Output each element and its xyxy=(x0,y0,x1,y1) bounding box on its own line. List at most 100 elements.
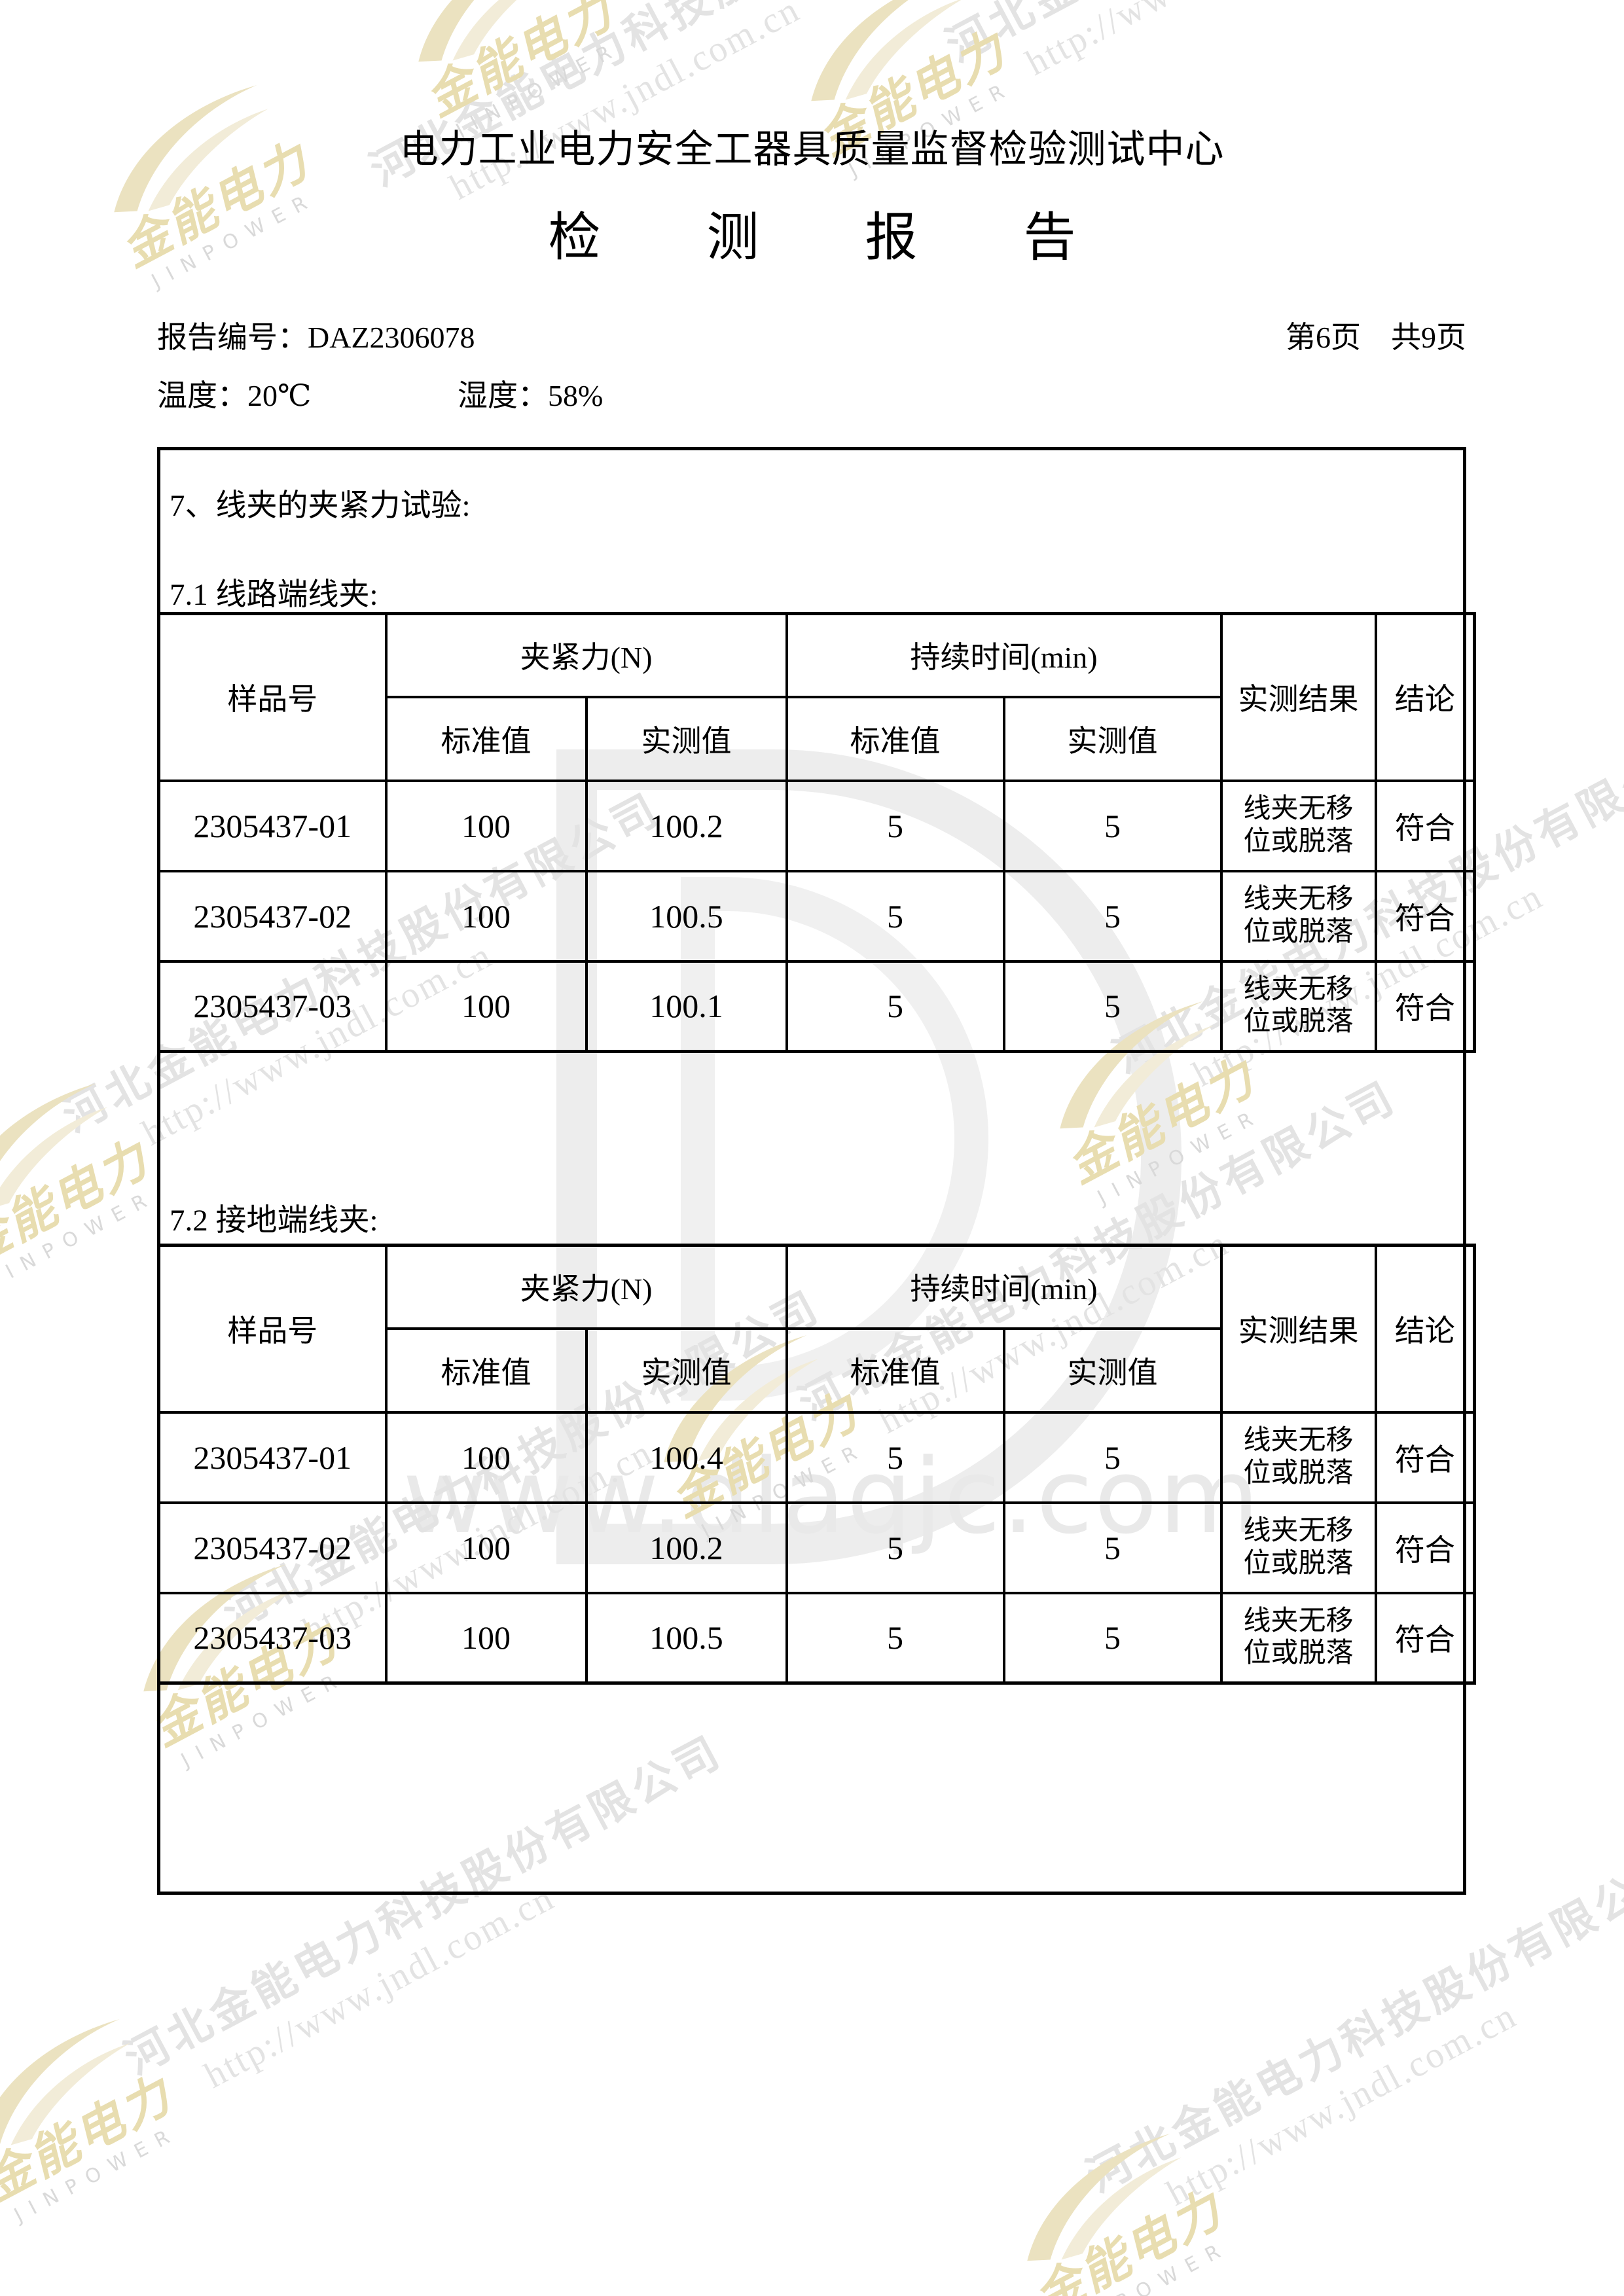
report-title: 检测报告 xyxy=(548,209,1182,267)
col-header-std: 标准值 xyxy=(785,1327,1005,1414)
swoosh-icon xyxy=(0,1083,108,1211)
org-title: 电力工业电力安全工器具质量监督检验测试中心 xyxy=(399,128,1225,171)
report-meta-row: 报告编号：DAZ2306078 第6页 共9页 xyxy=(157,321,1466,355)
table-row: 2305437-02 100 100.5 5 5 线夹无移位或脱落 符合 xyxy=(157,869,1476,963)
temperature: 温度：20℃ xyxy=(157,379,311,412)
duration-std-cell: 5 xyxy=(785,779,1005,872)
swoosh-icon xyxy=(1060,1001,1214,1129)
duration-std-cell: 5 xyxy=(785,1591,1005,1685)
humidity: 湿度：58% xyxy=(458,379,603,412)
duration-std-cell: 5 xyxy=(785,960,1005,1053)
swoosh-icon xyxy=(811,0,965,101)
force-measured-cell: 100.5 xyxy=(585,1591,788,1685)
col-header-conclusion: 结论 xyxy=(1374,612,1476,782)
jinpower-logo-watermark: 金能电力 JINPOWER xyxy=(0,1999,194,2233)
duration-measured-cell: 5 xyxy=(1002,779,1223,872)
sample-cell: 2305437-03 xyxy=(157,960,388,1053)
force-std-cell: 100 xyxy=(384,779,588,872)
force-measured-cell: 100.5 xyxy=(585,869,788,963)
table-row: 2305437-03 100 100.1 5 5 线夹无移位或脱落 符合 xyxy=(157,960,1476,1053)
duration-std-cell: 5 xyxy=(785,1410,1005,1504)
swoosh-icon xyxy=(114,84,268,213)
duration-measured-cell: 5 xyxy=(1002,1501,1223,1594)
force-std-cell: 100 xyxy=(384,1410,588,1504)
conclusion-cell: 符合 xyxy=(1374,869,1476,963)
temperature-value: 20℃ xyxy=(247,379,312,412)
table-row: 2305437-02 100 100.2 5 5 线夹无移位或脱落 符合 xyxy=(157,1501,1476,1594)
col-header-duration: 持续时间(min) xyxy=(785,1244,1223,1330)
col-header-std: 标准值 xyxy=(785,695,1005,782)
table-row: 2305437-01 100 100.4 5 5 线夹无移位或脱落 符合 xyxy=(157,1410,1476,1504)
col-header-sample: 样品号 xyxy=(157,1244,388,1414)
col-header-conclusion: 结论 xyxy=(1374,1244,1476,1414)
line-end-clamp-table: 样品号 夹紧力(N) 持续时间(min) 实测结果 结论 标准值 实测值 标准值… xyxy=(157,612,1477,1053)
force-std-cell: 100 xyxy=(384,1591,588,1685)
duration-measured-cell: 5 xyxy=(1002,1591,1223,1685)
temperature-label: 温度： xyxy=(157,379,247,412)
conclusion-cell: 符合 xyxy=(1374,960,1476,1053)
report-number-value: DAZ2306078 xyxy=(308,321,475,354)
duration-measured-cell: 5 xyxy=(1002,960,1223,1053)
col-header-result: 实测结果 xyxy=(1219,612,1377,782)
duration-std-cell: 5 xyxy=(785,869,1005,963)
force-std-cell: 100 xyxy=(384,960,588,1053)
duration-measured-cell: 5 xyxy=(1002,869,1223,963)
table-row: 2305437-01 100 100.2 5 5 线夹无移位或脱落 符合 xyxy=(157,779,1476,872)
sample-cell: 2305437-03 xyxy=(157,1591,388,1685)
conditions-row: 温度：20℃ 湿度：58% xyxy=(157,379,1466,413)
report-number: 报告编号：DAZ2306078 xyxy=(157,321,475,355)
jinpower-logo-watermark: 金能电力 JINPOWER xyxy=(988,2113,1244,2296)
section-7-title: 7、线夹的夹紧力试验: xyxy=(170,489,471,523)
result-cell: 线夹无移位或脱落 xyxy=(1219,869,1377,963)
swoosh-icon xyxy=(0,2018,131,2147)
col-header-duration: 持续时间(min) xyxy=(785,612,1223,698)
section-7-2-title: 7.2 接地端线夹: xyxy=(170,1204,378,1238)
duration-std-cell: 5 xyxy=(785,1501,1005,1594)
swoosh-icon xyxy=(1027,2133,1182,2261)
conclusion-cell: 符合 xyxy=(1374,779,1476,872)
jinpower-logo-watermark: 金能电力 JINPOWER xyxy=(0,1063,171,1297)
jinpower-logo-watermark: 金能电力 JINPOWER xyxy=(379,0,636,147)
result-cell: 线夹无移位或脱落 xyxy=(1219,1501,1377,1594)
jinpower-logo-watermark: 金能电力 JINPOWER xyxy=(1020,981,1277,1215)
col-header-measured: 实测值 xyxy=(585,1327,788,1414)
force-measured-cell: 100.1 xyxy=(585,960,788,1053)
jinpower-logo-watermark: 金能电力 JINPOWER xyxy=(75,65,331,298)
conclusion-cell: 符合 xyxy=(1374,1501,1476,1594)
result-cell: 线夹无移位或脱落 xyxy=(1219,1410,1377,1504)
sample-cell: 2305437-01 xyxy=(157,1410,388,1504)
force-measured-cell: 100.2 xyxy=(585,779,788,872)
page-info: 第6页 共9页 xyxy=(1286,321,1466,354)
ground-end-clamp-table: 样品号 夹紧力(N) 持续时间(min) 实测结果 结论 标准值 实测值 标准值… xyxy=(157,1244,1477,1685)
result-cell: 线夹无移位或脱落 xyxy=(1219,1591,1377,1685)
sample-cell: 2305437-02 xyxy=(157,1501,388,1594)
table-row: 2305437-03 100 100.5 5 5 线夹无移位或脱落 符合 xyxy=(157,1591,1476,1685)
report-number-label: 报告编号： xyxy=(157,321,308,354)
result-cell: 线夹无移位或脱落 xyxy=(1219,779,1377,872)
report-body-box: 7、线夹的夹紧力试验: 7.1 线路端线夹: 7.2 接地端线夹: 样品号 夹紧… xyxy=(157,447,1477,1895)
section-7-1-title: 7.1 线路端线夹: xyxy=(170,578,378,612)
humidity-value: 58% xyxy=(547,379,604,412)
col-header-clamp-force: 夹紧力(N) xyxy=(384,612,788,698)
col-header-measured: 实测值 xyxy=(585,695,788,782)
force-measured-cell: 100.4 xyxy=(585,1410,788,1504)
col-header-clamp-force: 夹紧力(N) xyxy=(384,1244,788,1330)
col-header-std: 标准值 xyxy=(384,695,588,782)
duration-measured-cell: 5 xyxy=(1002,1410,1223,1504)
col-header-sample: 样品号 xyxy=(157,612,388,782)
jinpower-logo-watermark: 金能电力 JINPOWER xyxy=(772,0,1028,187)
col-header-result: 实测结果 xyxy=(1219,1244,1377,1414)
result-cell: 线夹无移位或脱落 xyxy=(1219,960,1377,1053)
conclusion-cell: 符合 xyxy=(1374,1410,1476,1504)
force-std-cell: 100 xyxy=(384,1501,588,1594)
humidity-label: 湿度： xyxy=(457,379,548,412)
sample-cell: 2305437-01 xyxy=(157,779,388,872)
force-std-cell: 100 xyxy=(384,869,588,963)
col-header-std: 标准值 xyxy=(384,1327,588,1414)
conclusion-cell: 符合 xyxy=(1374,1591,1476,1685)
col-header-measured: 实测值 xyxy=(1002,1327,1223,1414)
sample-cell: 2305437-02 xyxy=(157,869,388,963)
col-header-measured: 实测值 xyxy=(1002,695,1223,782)
